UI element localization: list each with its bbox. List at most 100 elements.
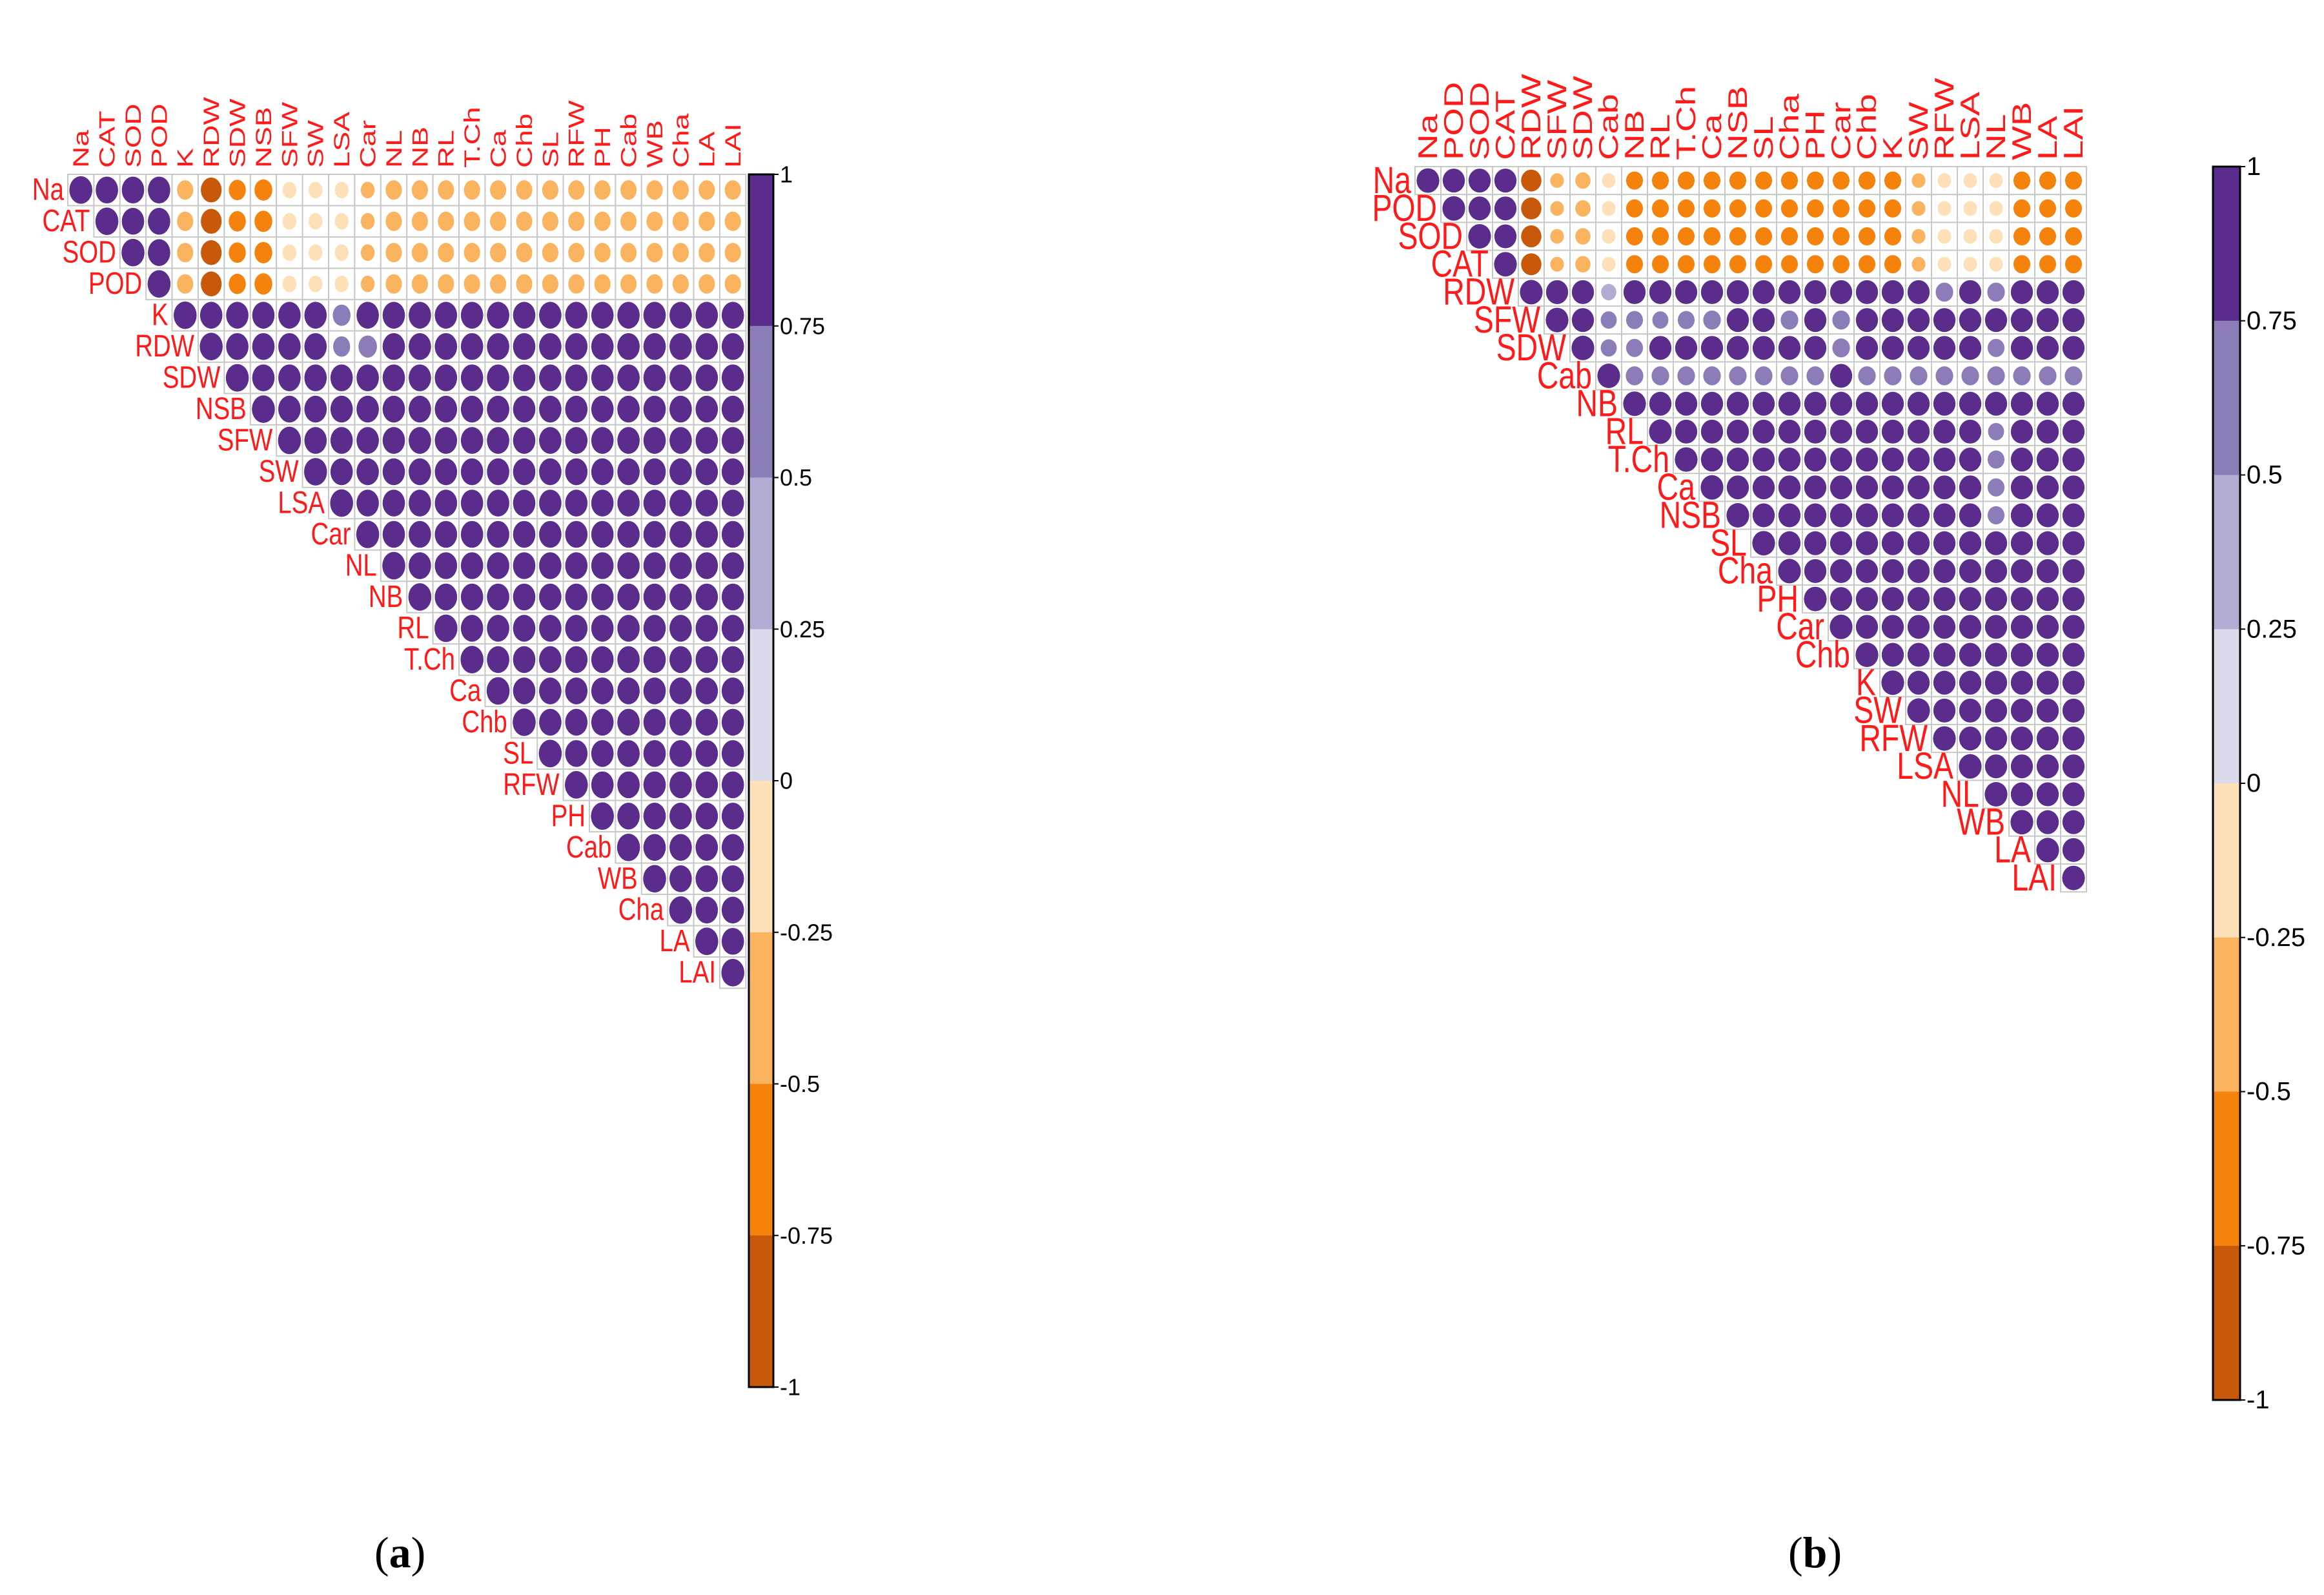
col-label-LA: LA xyxy=(694,131,719,168)
grid-cell xyxy=(1931,166,1958,196)
col-label-Ca: Ca xyxy=(485,130,511,168)
corr-circle-POD-Cab xyxy=(620,274,637,294)
corr-circle-NB-Cha xyxy=(669,583,692,611)
corr-circle-Cha-Cha xyxy=(1778,559,1801,584)
corr-circle-RL-LAI xyxy=(2062,419,2085,444)
corr-circle-SFW-NL xyxy=(382,427,405,454)
corr-circle-SOD-K xyxy=(1884,227,1902,246)
corr-circle-SFW-SW xyxy=(1907,308,1930,333)
corr-circle-SFW-LA xyxy=(2036,308,2059,333)
corr-circle-SOD-Car xyxy=(1832,227,1850,246)
corr-circle-RDW-RFW xyxy=(565,333,588,360)
row-label-NSB: NSB xyxy=(196,392,247,426)
corr-circle-T.Ch-SL xyxy=(539,646,562,674)
corr-circle-Cab-LA xyxy=(695,834,719,861)
corr-circle-Car-LAI xyxy=(2062,615,2085,639)
corr-circle-RL-Cha xyxy=(669,615,692,642)
corr-circle-RDW-PH xyxy=(591,333,614,360)
corr-circle-Cha-LAI xyxy=(2062,559,2085,583)
corr-circle-SOD-Ca xyxy=(490,243,507,263)
corr-circle-Cab-WB xyxy=(2013,366,2031,386)
corr-circle-Na-LSA xyxy=(1963,173,1977,189)
col-label-NB: NB xyxy=(1620,110,1650,160)
corr-circle-RDW-LA xyxy=(695,333,719,360)
corr-circle-Na-RDW xyxy=(1521,169,1542,192)
corr-circle-Cha-NL xyxy=(1984,559,2008,583)
corr-circle-SFW-NSB xyxy=(1726,308,1749,333)
corr-circle-RDW-LAI xyxy=(2062,280,2085,304)
corr-circle-SOD-Cha xyxy=(1780,227,1799,246)
col-label-SDW: SDW xyxy=(225,98,250,168)
col-label-CAT: CAT xyxy=(1491,90,1521,160)
colorbar-segment xyxy=(749,1235,773,1388)
col-label-T.Ch: T.Ch xyxy=(1671,86,1702,160)
corr-circle-Car-SW xyxy=(1907,615,1930,639)
corr-circle-Cab-NL xyxy=(1987,366,2005,386)
corr-circle-CAT-SDW xyxy=(229,211,246,232)
corr-circle-SFW-RL xyxy=(434,427,458,454)
colorbar-segment xyxy=(749,781,773,933)
corr-circle-NSB-WB xyxy=(2010,503,2034,528)
corr-circle-PH-LSA xyxy=(1959,587,1982,612)
corr-circle-LSA-PH xyxy=(591,489,614,517)
corr-circle-Na-T.Ch xyxy=(1677,171,1695,190)
corr-circle-Na-POD xyxy=(1442,169,1465,193)
corr-circle-LSA-NL xyxy=(382,489,405,517)
colorbar-tick-label: -1 xyxy=(780,1374,800,1401)
corr-circle-CAT-NSB xyxy=(1729,255,1747,274)
corr-circle-POD-Chb xyxy=(1858,199,1876,218)
corr-circle-SFW-NB xyxy=(1626,311,1644,329)
corr-circle-Na-K xyxy=(1884,171,1902,190)
corr-circle-POD-Ca xyxy=(1703,199,1721,218)
corr-circle-POD-Chb xyxy=(516,274,533,294)
corr-circle-LA-LA xyxy=(695,927,719,956)
corr-circle-CAT-Cab xyxy=(1602,256,1616,272)
corr-circle-SOD-RFW xyxy=(568,243,585,263)
corr-circle-Chb-RFW xyxy=(565,708,588,736)
corr-circle-SL-Car xyxy=(1830,531,1853,555)
corr-circle-POD-Car xyxy=(360,275,375,293)
col-label-CAT: CAT xyxy=(94,110,119,168)
corr-circle-RFW-LA xyxy=(695,771,719,799)
corr-circle-RL-K xyxy=(1881,419,1904,444)
corr-circle-T.Ch-LA xyxy=(2036,448,2059,472)
corr-circle-Chb-K xyxy=(1881,643,1904,667)
corr-circle-CAT-CAT xyxy=(1494,252,1517,277)
col-label-Cab: Cab xyxy=(1594,94,1624,160)
corr-circle-K-T.Ch xyxy=(460,302,484,329)
corr-circle-SOD-Car xyxy=(360,244,375,261)
corr-circle-SL-RFW xyxy=(565,740,588,767)
corr-circle-RDW-LA xyxy=(2036,280,2059,304)
corr-circle-NSB-PH xyxy=(591,395,614,423)
corr-circle-SFW-LSA xyxy=(1959,308,1982,333)
corr-circle-SFW-WB xyxy=(643,427,666,454)
row-label-Cha: Cha xyxy=(1718,550,1773,592)
colorbar-tick-label: -0.5 xyxy=(780,1071,820,1097)
row-label-RDW: RDW xyxy=(135,329,194,364)
corr-circle-RL-T.Ch xyxy=(1675,419,1698,444)
col-label-RFW: RFW xyxy=(1930,77,1960,160)
corr-circle-SL-PH xyxy=(1804,531,1827,555)
corr-circle-RFW-RFW xyxy=(565,771,588,799)
corr-circle-RDW-Car xyxy=(358,335,377,358)
col-label-LSA: LSA xyxy=(329,111,354,168)
corr-circle-SOD-LA xyxy=(2039,227,2057,246)
corr-circle-SW-RL xyxy=(434,458,458,486)
corr-circle-SOD-LA xyxy=(698,243,715,263)
corr-circle-POD-POD xyxy=(147,270,171,298)
corr-circle-SDW-NSB xyxy=(252,364,275,391)
corr-circle-LSA-LA xyxy=(695,489,719,517)
corr-circle-Cab-SW xyxy=(1910,366,1928,386)
corr-circle-SFW-LAI xyxy=(2062,308,2085,333)
corr-circle-RL-PH xyxy=(1804,419,1827,444)
corr-circle-SFW-Ca xyxy=(1703,310,1721,330)
corr-circle-SL-NL xyxy=(1984,531,2008,555)
corr-circle-Car-LA xyxy=(695,520,719,548)
corr-circle-CAT-K xyxy=(1884,255,1902,274)
corr-circle-Cab-RFW xyxy=(1935,366,1953,386)
corr-circle-SW-NL xyxy=(1984,698,2008,723)
corr-circle-K-LA xyxy=(2036,670,2059,695)
corr-circle-WB-WB xyxy=(643,865,666,893)
colorbar-tick-label: -0.25 xyxy=(780,919,833,945)
col-label-Cab: Cab xyxy=(616,114,641,168)
